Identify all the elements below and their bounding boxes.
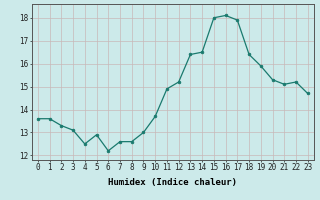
X-axis label: Humidex (Indice chaleur): Humidex (Indice chaleur) [108,178,237,187]
